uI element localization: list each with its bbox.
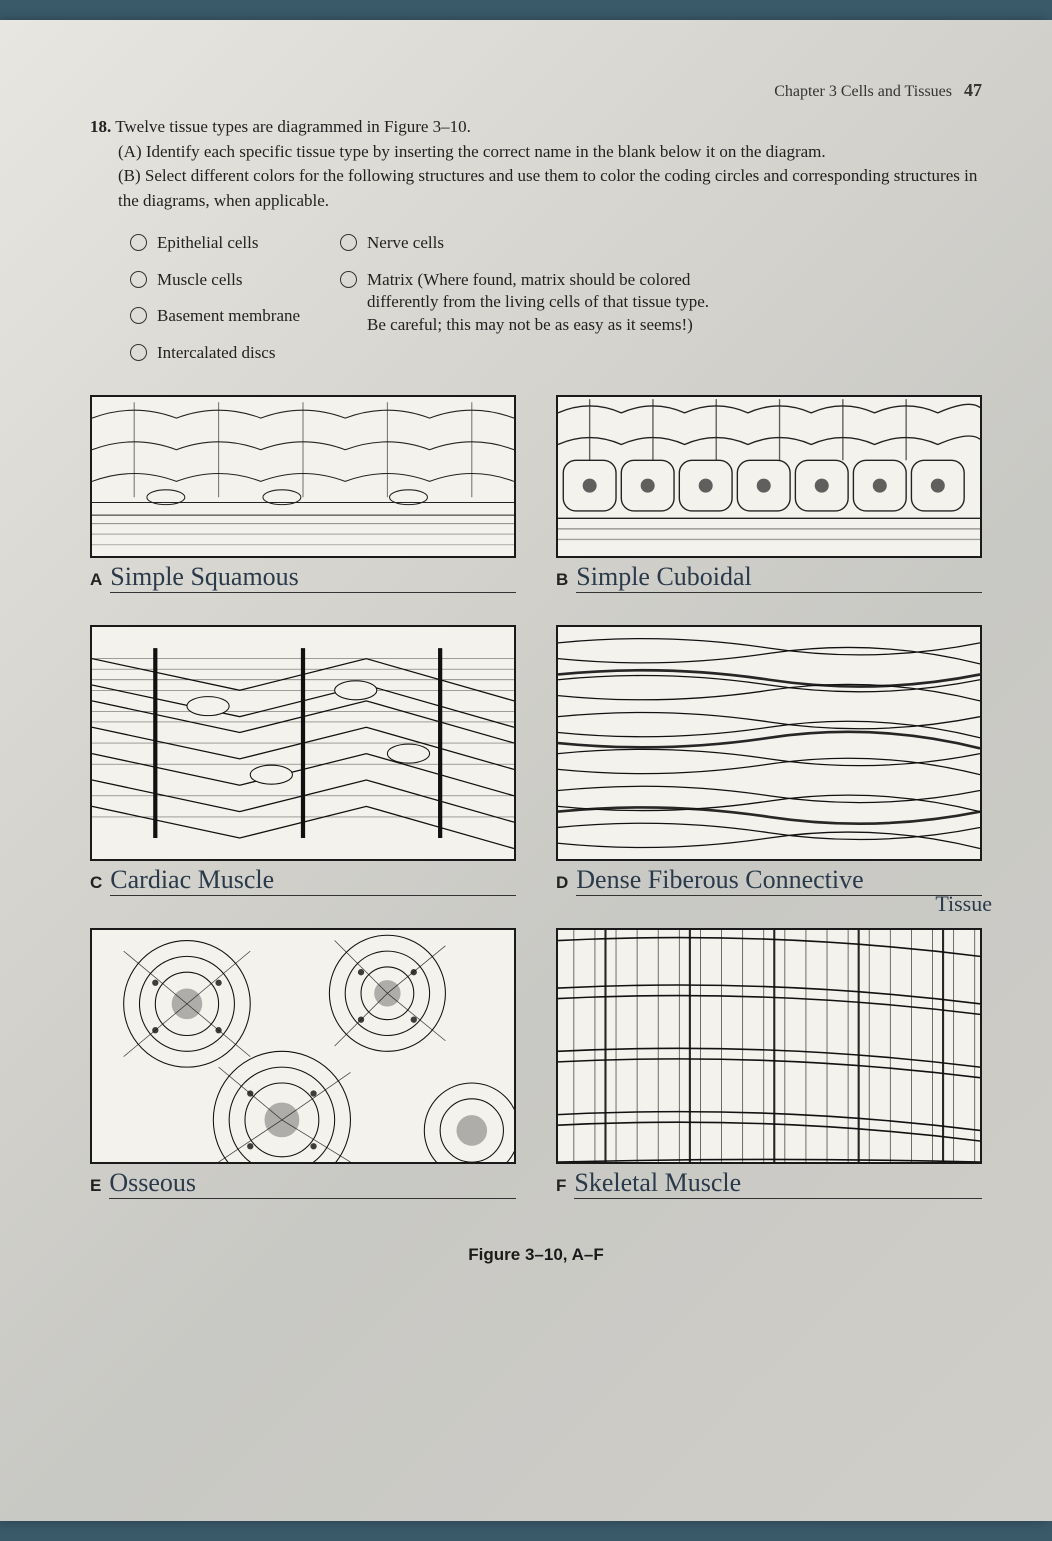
option-item: Intercalated discs	[130, 342, 300, 365]
coding-circle[interactable]	[130, 234, 147, 251]
option-label: Nerve cells	[367, 232, 444, 255]
question-intro: Twelve tissue types are diagrammed in Fi…	[115, 117, 471, 136]
handwritten-answer[interactable]: Cardiac Muscle	[110, 867, 516, 896]
diagram-letter: F	[556, 1176, 566, 1196]
handwritten-answer[interactable]: Simple Squamous	[110, 564, 516, 593]
coding-options: Epithelial cells Muscle cells Basement m…	[130, 232, 982, 366]
option-label: Epithelial cells	[157, 232, 259, 255]
diagram-label-row: E Osseous	[90, 1170, 516, 1199]
coding-circle[interactable]	[340, 234, 357, 251]
diagram-cell-c: C Cardiac Muscle	[90, 625, 516, 918]
answer-text: Dense Fiberous Connective	[576, 865, 863, 894]
option-item: Muscle cells	[130, 269, 300, 292]
diagram-label-row: A Simple Squamous	[90, 564, 516, 593]
option-item: Matrix (Where found, matrix should be co…	[340, 269, 727, 338]
diagram-letter: B	[556, 570, 568, 590]
diagram-label-row: F Skeletal Muscle	[556, 1170, 982, 1199]
option-item: Nerve cells	[340, 232, 727, 255]
option-label: Matrix (Where found, matrix should be co…	[367, 269, 727, 338]
option-item: Epithelial cells	[130, 232, 300, 255]
diagram-letter: C	[90, 873, 102, 893]
option-label: Basement membrane	[157, 305, 300, 328]
coding-circle[interactable]	[130, 344, 147, 361]
handwritten-answer[interactable]: Osseous	[109, 1170, 516, 1199]
coding-circle[interactable]	[130, 271, 147, 288]
page-number: 47	[964, 80, 982, 100]
answer-extra-line: Tissue	[935, 893, 992, 915]
diagram-cell-a: A Simple Squamous	[90, 395, 516, 614]
chapter-label: Chapter 3 Cells and Tissues	[774, 83, 952, 100]
handwritten-answer[interactable]: Skeletal Muscle	[574, 1170, 982, 1199]
option-label: Muscle cells	[157, 269, 242, 292]
diagram-cell-b: B Simple Cuboidal	[556, 395, 982, 614]
diagram-cell-f: F Skeletal Muscle	[556, 928, 982, 1221]
tissue-diagram	[556, 625, 982, 861]
coding-circle[interactable]	[130, 307, 147, 324]
tissue-diagram	[90, 395, 516, 557]
tissue-diagram	[90, 928, 516, 1164]
handwritten-answer[interactable]: Simple Cuboidal	[576, 564, 982, 593]
handwritten-answer[interactable]: Dense Fiberous Connective Tissue	[576, 867, 982, 896]
diagram-label-row: D Dense Fiberous Connective Tissue	[556, 867, 982, 896]
diagram-label-row: C Cardiac Muscle	[90, 867, 516, 896]
question-number: 18.	[90, 117, 111, 136]
diagram-grid: A Simple Squamous	[90, 395, 982, 1220]
options-right-column: Nerve cells Matrix (Where found, matrix …	[340, 232, 727, 366]
diagram-cell-e: E Osseous	[90, 928, 516, 1221]
page-header: Chapter 3 Cells and Tissues 47	[90, 80, 982, 101]
diagram-letter: D	[556, 873, 568, 893]
options-left-column: Epithelial cells Muscle cells Basement m…	[130, 232, 300, 366]
question-block: 18. Twelve tissue types are diagrammed i…	[90, 115, 982, 214]
figure-caption: Figure 3–10, A–F	[90, 1245, 982, 1265]
diagram-letter: A	[90, 570, 102, 590]
tissue-diagram	[556, 928, 982, 1164]
diagram-label-row: B Simple Cuboidal	[556, 564, 982, 593]
workbook-page: Chapter 3 Cells and Tissues 47 18. Twelv…	[0, 20, 1052, 1521]
diagram-letter: E	[90, 1176, 101, 1196]
question-part-b: (B) Select different colors for the foll…	[118, 164, 982, 213]
tissue-diagram	[90, 625, 516, 861]
tissue-diagram	[556, 395, 982, 557]
option-item: Basement membrane	[130, 305, 300, 328]
option-label: Intercalated discs	[157, 342, 275, 365]
question-part-a: (A) Identify each specific tissue type b…	[118, 140, 982, 165]
diagram-cell-d: D Dense Fiberous Connective Tissue	[556, 625, 982, 918]
coding-circle[interactable]	[340, 271, 357, 288]
